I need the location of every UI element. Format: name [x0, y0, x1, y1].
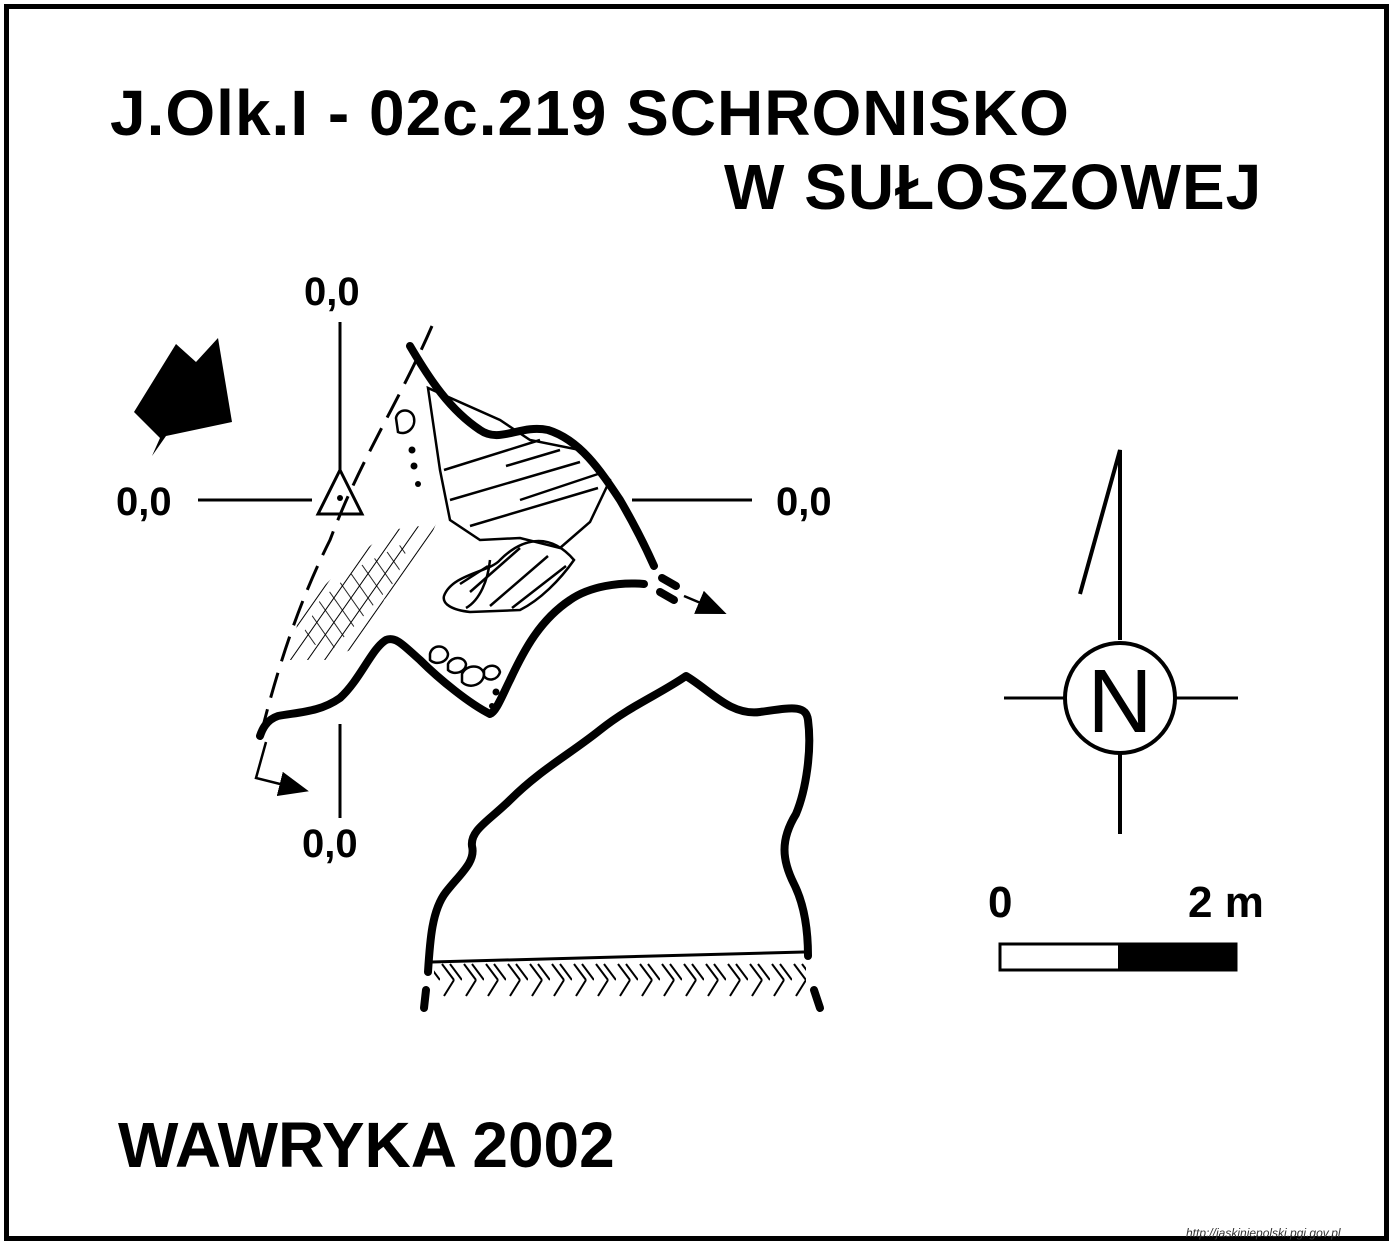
author-credit: WAWRYKA 2002 [118, 1109, 615, 1181]
cave-title-line2: W SUŁOSZOWEJ [724, 151, 1263, 223]
source-url: http://jaskiniepolski.pgi.gov.pl [1186, 1226, 1341, 1240]
entrance-arrow-icon [134, 338, 232, 456]
scale-bar [998, 942, 1238, 972]
floor-edge-hatching [431, 950, 806, 998]
compass-north-letter: N [1088, 652, 1153, 752]
rubble-boulders [394, 409, 502, 687]
continuation-arrow-bottom-icon [254, 741, 309, 797]
dripline-dashed-boundary [260, 325, 434, 731]
coordinate-label-left: 0,0 [116, 480, 172, 524]
survey-cross-lines [198, 322, 752, 818]
survey-point-triangle-icon [315, 466, 365, 516]
coordinate-label-bottom: 0,0 [302, 822, 358, 866]
sediment-crossed-hatching [290, 524, 436, 660]
continuation-arrow-right-icon [683, 590, 727, 614]
wall-continuation-dashes [420, 574, 824, 1012]
map-frame [4, 4, 1389, 1241]
cave-title-line1: J.Olk.I - 02c.219 SCHRONISKO [110, 77, 1070, 149]
rock-ledge-hatching [426, 385, 612, 550]
cave-walls [256, 342, 814, 976]
coordinate-label-right: 0,0 [776, 480, 832, 524]
rock-flake-hatching [442, 540, 576, 614]
scale-end-label: 2 m [1188, 878, 1264, 927]
north-compass-icon [1004, 449, 1238, 834]
coordinate-label-top: 0,0 [304, 270, 360, 314]
scale-start-label: 0 [988, 878, 1013, 927]
